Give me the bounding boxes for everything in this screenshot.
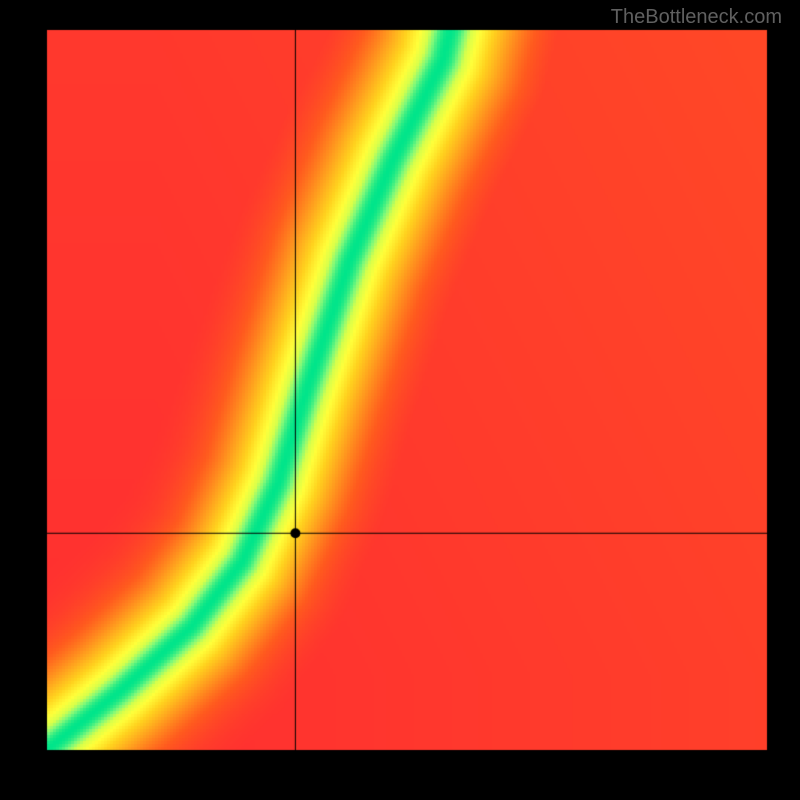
bottleneck-heatmap [0,0,800,800]
watermark-text: TheBottleneck.com [611,6,782,29]
